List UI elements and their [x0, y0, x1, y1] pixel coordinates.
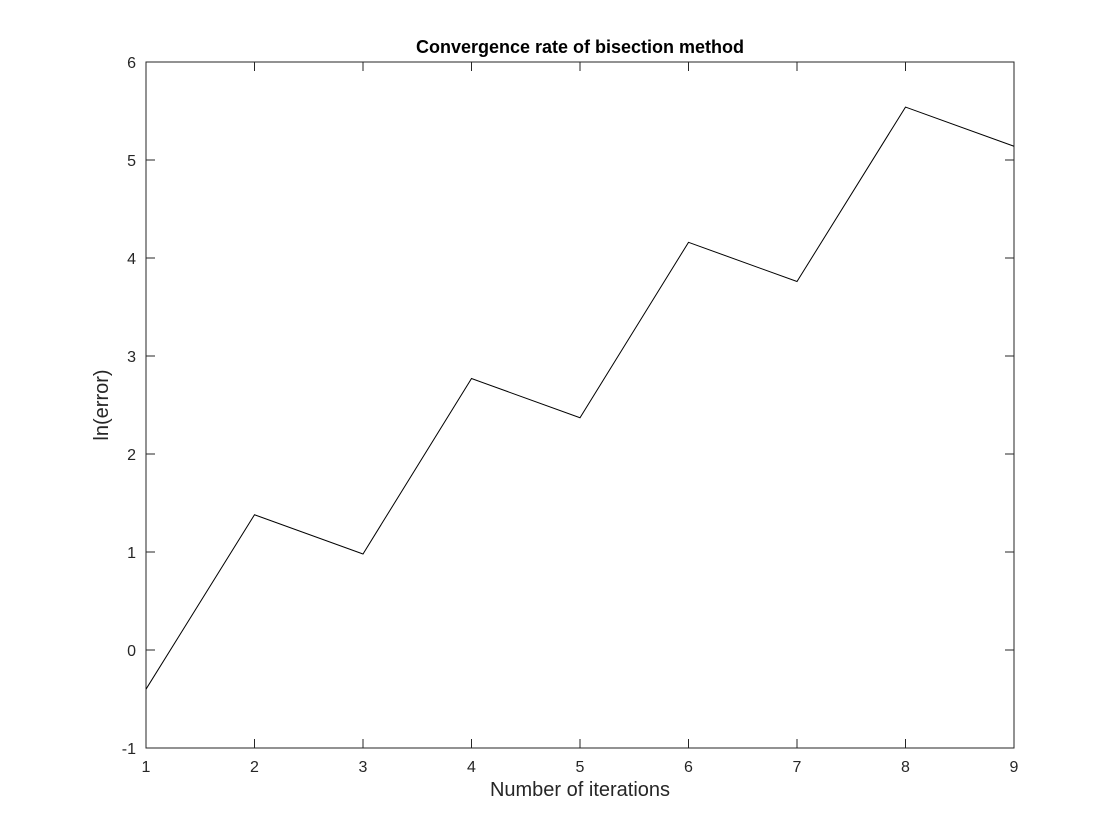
- series-line: [145, 106, 1015, 690]
- y-tick-label: -1: [122, 741, 136, 758]
- x-tick-label: 9: [1010, 759, 1019, 776]
- series-group: [145, 106, 1015, 690]
- y-tick-label: 5: [127, 153, 136, 170]
- y-tick-label: 0: [127, 643, 136, 660]
- x-tick-label: 1: [142, 759, 151, 776]
- chart-title: Convergence rate of bisection method: [416, 37, 744, 57]
- y-axis-ticks: -1 0 1 2 3 4 5 6: [122, 55, 1014, 758]
- y-tick-label: 4: [127, 251, 136, 268]
- x-tick-label: 8: [901, 759, 910, 776]
- x-tick-label: 7: [793, 759, 802, 776]
- x-tick-label: 5: [576, 759, 585, 776]
- y-tick-label: 3: [127, 349, 136, 366]
- x-tick-label: 3: [359, 759, 368, 776]
- y-tick-label: 2: [127, 447, 136, 464]
- x-axis-ticks: 1 2 3 4 5 6 7 8 9: [142, 62, 1019, 776]
- x-axis-label: Number of iterations: [490, 779, 670, 801]
- x-tick-label: 2: [250, 759, 259, 776]
- x-tick-label: 4: [467, 759, 476, 776]
- y-tick-label: 1: [127, 545, 136, 562]
- y-axis-label: ln(error): [91, 369, 113, 440]
- x-tick-label: 6: [684, 759, 693, 776]
- y-tick-label: 6: [127, 55, 136, 72]
